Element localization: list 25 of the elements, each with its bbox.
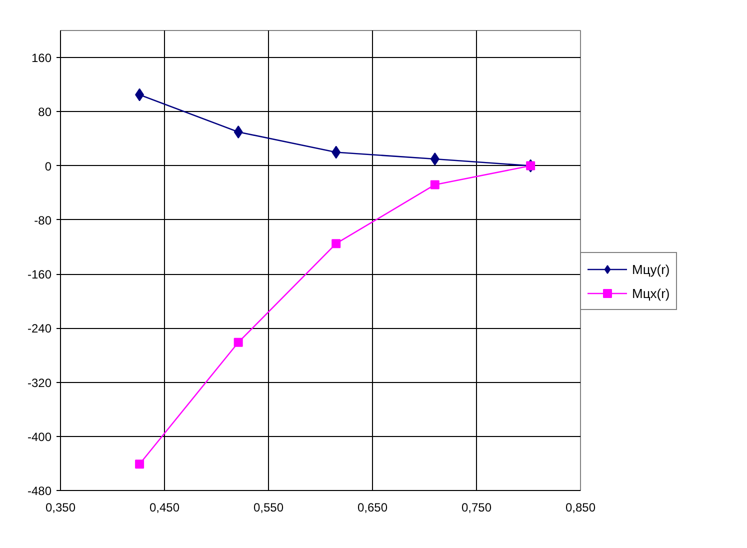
x-tick-label: 0,750 — [461, 500, 492, 514]
x-tick-label: 0,550 — [253, 500, 284, 514]
legend-label: Мцу(r) — [632, 262, 670, 276]
point — [332, 146, 341, 159]
point — [430, 152, 440, 166]
x-tick-label: 0,650 — [357, 500, 388, 514]
y-tick-label: -240 — [27, 322, 52, 336]
point — [234, 125, 243, 138]
y-tick-label: -400 — [27, 430, 52, 444]
point — [135, 460, 144, 469]
y-tick-label: 0 — [44, 159, 52, 174]
point — [430, 180, 440, 190]
point — [234, 338, 243, 347]
y-tick-label: -320 — [27, 376, 52, 390]
point — [332, 239, 341, 248]
x-tick-label: 0,450 — [149, 500, 180, 514]
x-tick-label: 0,850 — [565, 500, 596, 514]
y-tick-label: -160 — [27, 268, 52, 282]
point — [135, 88, 144, 102]
y-tick-label: -80 — [34, 213, 52, 228]
y-tick-label: 160 — [31, 51, 52, 66]
x-tick-label: 0,350 — [45, 500, 76, 514]
legend-label: Мцх(r) — [632, 286, 670, 300]
y-tick-label: 80 — [38, 105, 52, 120]
y-tick-label: -480 — [27, 484, 52, 498]
